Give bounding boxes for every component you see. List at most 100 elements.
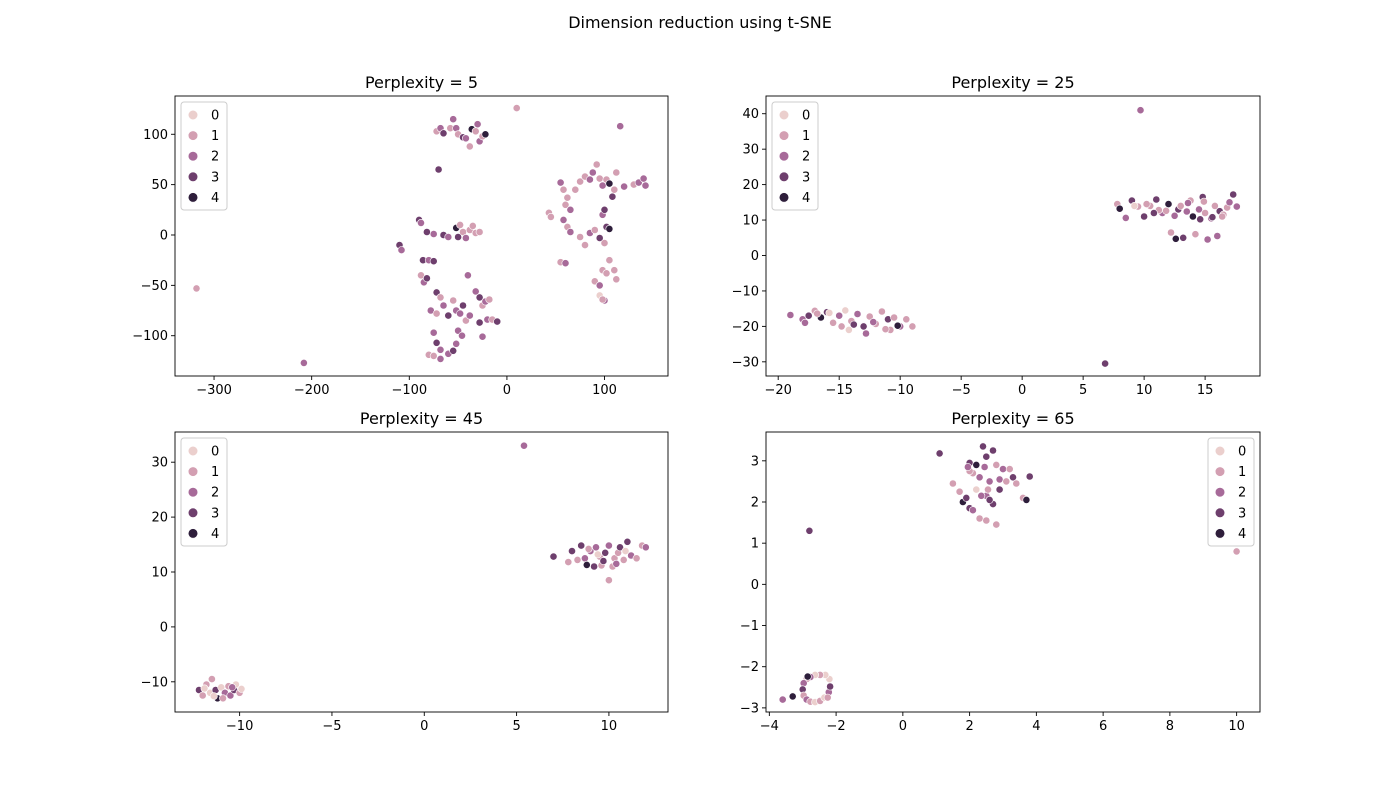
y-tick-label: 1 (751, 537, 759, 552)
data-point-class-1 (992, 520, 1001, 529)
x-tick-label: −2 (827, 719, 846, 734)
data-point-class-2 (641, 181, 650, 190)
legend-marker-0 (778, 109, 790, 121)
data-point-class-3 (989, 446, 997, 455)
data-point-class-1 (1005, 465, 1014, 473)
data-point-class-2 (461, 134, 470, 143)
data-point-class-2 (465, 311, 474, 320)
panel-title: Perplexity = 25 (951, 73, 1074, 92)
data-point-class-3 (475, 293, 484, 302)
points-group (786, 106, 1241, 368)
data-point-class-2 (585, 175, 594, 184)
axes-frame (765, 95, 1261, 377)
y-tick-label: −30 (732, 355, 759, 370)
data-point-class-2 (461, 234, 470, 242)
data-point-class-1 (208, 675, 216, 683)
data-point-class-1 (198, 691, 207, 700)
data-point-class-1 (813, 309, 822, 318)
x-tick-label: −10 (886, 383, 913, 398)
legend-label-3: 3 (211, 506, 219, 521)
legend-marker-0 (1214, 445, 1226, 457)
data-point-class-1 (471, 127, 480, 136)
points-group (195, 441, 650, 703)
y-tick-label: 0 (160, 228, 168, 243)
data-point-class-2 (559, 216, 568, 224)
points-group (192, 104, 650, 367)
data-point-class-1 (610, 185, 619, 194)
data-point-class-4 (1115, 204, 1124, 213)
data-point-class-3 (1009, 473, 1017, 482)
legend-marker-4 (187, 192, 199, 203)
data-point-class-2 (1136, 106, 1145, 115)
y-tick-label: 3 (751, 454, 759, 469)
x-tick-label: −5 (952, 383, 971, 398)
data-point-class-1 (612, 168, 621, 177)
data-point-class-1 (948, 479, 957, 488)
data-point-class-2 (612, 559, 621, 568)
y-tick-label: 20 (151, 511, 168, 526)
axes-frame (174, 431, 669, 713)
data-point-class-2 (801, 318, 809, 327)
data-point-class-1 (571, 185, 580, 194)
legend-marker-3 (187, 507, 199, 518)
data-point-class-1 (192, 284, 201, 293)
data-point-class-1 (559, 185, 568, 194)
y-tick-label: −1 (740, 619, 759, 634)
data-point-class-3 (439, 129, 448, 138)
data-point-class-1 (561, 200, 570, 209)
points-group (778, 442, 1241, 706)
legend-marker-2 (187, 151, 199, 162)
x-tick-label: −10 (226, 719, 253, 734)
data-point-class-1 (878, 307, 886, 316)
y-tick-label: −20 (732, 320, 759, 335)
data-point-class-2 (835, 311, 844, 320)
data-point-class-3 (805, 526, 814, 535)
data-point-class-3 (432, 338, 441, 347)
data-point-class-3 (449, 346, 458, 355)
data-point-class-1 (881, 325, 890, 334)
y-tick-label: 0 (160, 620, 168, 635)
data-point-class-3 (616, 543, 624, 552)
data-point-class-3 (979, 442, 987, 451)
legend-marker-2 (778, 151, 790, 162)
data-point-class-2 (449, 115, 458, 124)
data-point-class-2 (1195, 205, 1203, 214)
legend-label-4: 4 (211, 191, 219, 206)
x-tick-label: 8 (1166, 719, 1174, 734)
data-point-class-1 (512, 104, 521, 112)
x-tick-label: 0 (420, 719, 428, 734)
legend-box (771, 101, 819, 211)
data-point-class-1 (890, 313, 899, 322)
data-point-class-3 (1208, 213, 1217, 222)
data-point-class-2 (985, 477, 994, 486)
y-tick-label: 40 (742, 107, 759, 122)
data-point-class-2 (561, 259, 570, 268)
data-point-class-0 (841, 306, 850, 315)
scatter-panel-perplexity-5: Perplexity = 5 −300 −200 −100 0 100 −100 −50 0 50… (132, 73, 669, 398)
panel-title: Perplexity = 65 (951, 409, 1074, 428)
data-point-class-2 (444, 233, 453, 241)
data-point-class-2 (473, 120, 482, 129)
data-point-class-3 (599, 557, 608, 565)
y-tick-label: −3 (740, 701, 759, 716)
data-point-class-2 (471, 287, 480, 296)
scatter-panel-perplexity-45: Perplexity = 45 −10 −5 0 5 10 −10 0 10 20 30 0 1 2 3 4 (141, 409, 669, 734)
data-point-class-1 (600, 239, 609, 247)
x-tick-label: −300 (196, 383, 232, 398)
x-tick-label: −20 (764, 383, 791, 398)
legend-label-2: 2 (1238, 486, 1246, 501)
legend-marker-1 (187, 466, 199, 477)
data-point-class-3 (429, 257, 438, 266)
panel-title: Perplexity = 5 (365, 73, 478, 92)
data-point-class-3 (982, 452, 991, 461)
x-tick-label: −200 (294, 383, 330, 398)
data-point-class-4 (1171, 234, 1180, 243)
data-point-class-1 (546, 213, 555, 221)
y-tick-label: 30 (742, 143, 759, 158)
panel-title: Perplexity = 45 (360, 409, 483, 428)
data-point-class-4 (1188, 212, 1197, 221)
data-point-class-3 (475, 318, 484, 327)
legend-label-3: 3 (211, 170, 219, 185)
legend-marker-1 (187, 130, 199, 141)
data-point-class-4 (893, 321, 902, 330)
